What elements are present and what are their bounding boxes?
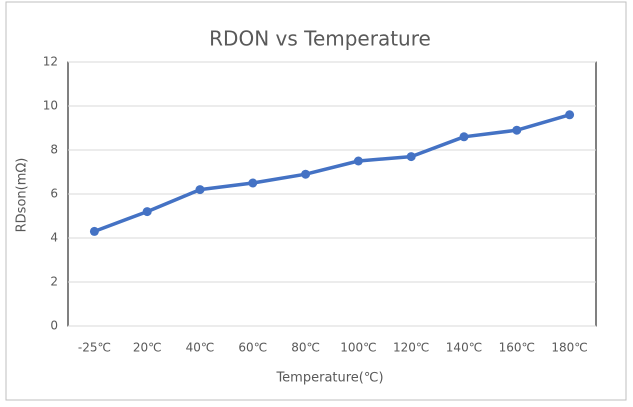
x-tick-label: 60℃ [238, 341, 267, 355]
marker [512, 125, 522, 135]
marker [195, 185, 205, 195]
y-tick-label: 8 [50, 143, 58, 157]
x-axis-label: Temperature(℃) [275, 371, 383, 386]
x-tick-label: 160℃ [499, 341, 535, 355]
line [93, 113, 571, 234]
y-tick-label: 6 [50, 187, 58, 201]
marker [406, 152, 416, 162]
marker [459, 132, 469, 142]
x-tick-label: 100℃ [340, 341, 376, 355]
y-tick-label: 10 [43, 99, 58, 113]
x-tick-label: 140℃ [446, 341, 482, 355]
x-tick-label: 80℃ [291, 341, 320, 355]
marker [353, 156, 363, 166]
y-tick-label: 2 [50, 275, 58, 289]
marker [89, 226, 99, 236]
y-tick-label: 4 [50, 231, 58, 245]
x-tick-label: 120℃ [393, 341, 429, 355]
y-tick-label: 12 [43, 55, 58, 69]
x-tick-label: 180℃ [551, 341, 587, 355]
y-axis-label: RDson(mΩ) [15, 158, 30, 233]
x-tick-label: 40℃ [186, 341, 215, 355]
marker [301, 169, 311, 179]
marker [142, 207, 152, 217]
marker [565, 110, 575, 120]
x-tick-label: -25℃ [78, 341, 111, 355]
y-tick-label: 0 [50, 319, 58, 333]
chart-border [5, 1, 627, 401]
chart-title: RDON vs Temperature [209, 27, 431, 51]
x-tick-label: 20℃ [133, 341, 162, 355]
marker [248, 178, 258, 188]
